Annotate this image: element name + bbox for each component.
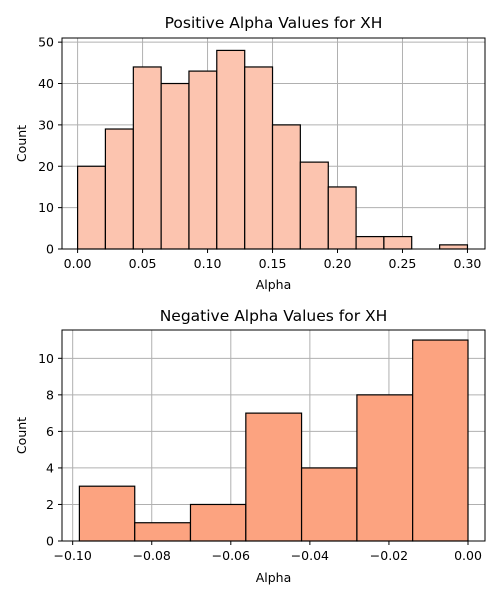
x-axis-label: Alpha [256, 570, 292, 585]
chart-title: Positive Alpha Values for XH [165, 14, 383, 32]
x-tick-label: 0.05 [129, 256, 157, 271]
y-tick-label: 6 [46, 424, 54, 439]
histogram-bar [355, 235, 385, 250]
histogram-bar [188, 70, 218, 250]
histogram-bar [104, 128, 134, 250]
x-tick-label: 0.25 [389, 256, 417, 271]
y-tick-label: 50 [38, 35, 54, 50]
ticks: 0.00 0.05 0.10 0.15 0.20 0.25 0.30 0 10 20 30 40 50 [38, 35, 481, 271]
histogram-bar [134, 522, 192, 542]
x-tick-label: 0.20 [324, 256, 352, 271]
y-axis-label: Count [14, 417, 29, 454]
histogram-bar [300, 467, 358, 542]
bars [78, 339, 469, 542]
plot-frame [61, 329, 486, 542]
x-tick-label: 0.30 [454, 256, 482, 271]
y-tick-label: 0 [46, 534, 54, 549]
x-tick-label: −0.04 [291, 548, 329, 563]
histogram-bar [76, 165, 107, 250]
histogram-bar [189, 503, 247, 542]
histogram-bar [439, 244, 469, 250]
histogram-bar [412, 339, 469, 542]
histogram-bar [160, 82, 190, 250]
histogram-bar [327, 186, 357, 250]
histogram-bar [132, 66, 162, 250]
y-tick-label: 40 [38, 76, 54, 91]
histogram-bar [244, 66, 274, 250]
y-tick-label: 2 [46, 497, 54, 512]
histogram-bar [271, 124, 301, 250]
y-tick-label: 30 [38, 117, 54, 132]
y-tick-label: 4 [46, 460, 54, 475]
plot-frame [61, 37, 486, 250]
x-tick-label: −0.10 [54, 548, 92, 563]
chart-title: Negative Alpha Values for XH [160, 307, 388, 325]
x-tick-label: 0.15 [259, 256, 287, 271]
histogram-bar [78, 485, 136, 542]
y-tick-label: 0 [46, 242, 54, 257]
histogram-bar [299, 161, 329, 250]
histogram-bar [356, 394, 414, 542]
x-axis-label: Alpha [256, 277, 292, 292]
ticks: −0.10 −0.08 −0.06 −0.04 −0.02 0.00 0 2 4 6 8 10 [38, 351, 482, 563]
histogram-bar [383, 235, 413, 250]
bars [76, 49, 469, 250]
x-tick-label: −0.06 [212, 548, 250, 563]
x-tick-label: 0.00 [64, 256, 92, 271]
negative-alpha-chart: Negative Alpha Values for XH −0.10 −0.08−… [14, 307, 486, 585]
histogram-bar [245, 412, 303, 542]
x-tick-label: −0.08 [133, 548, 171, 563]
y-tick-label: 8 [46, 387, 54, 402]
histogram-bar [216, 49, 246, 250]
y-axis-label: Count [14, 125, 29, 162]
x-tick-label: 0.10 [194, 256, 222, 271]
y-tick-label: 10 [38, 351, 54, 366]
x-tick-label: −0.02 [370, 548, 408, 563]
y-tick-label: 20 [38, 159, 54, 174]
x-tick-label: 0.00 [454, 548, 482, 563]
y-tick-label: 10 [38, 200, 54, 215]
positive-alpha-chart: Positive Alpha Values for XH 0.00 0.05 0.1… [14, 14, 486, 292]
